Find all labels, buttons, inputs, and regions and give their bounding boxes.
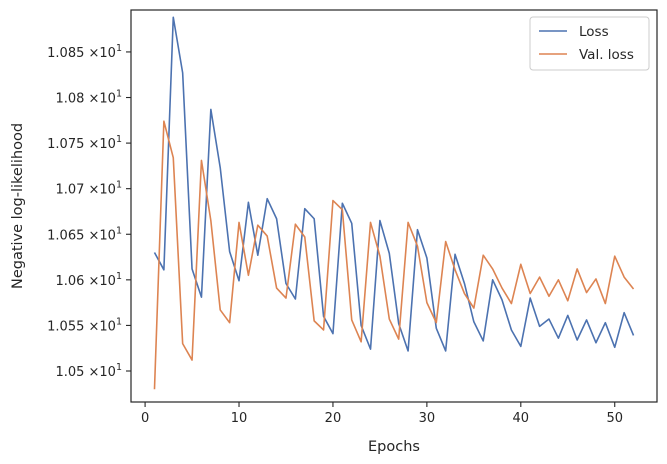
y-tick-label: 1.075 ×101 xyxy=(47,134,122,152)
y-tick-label: 1.065 ×101 xyxy=(47,225,122,243)
y-axis: 1.05 ×101 1.055 ×101 1.06 ×101 1.065 ×101 1.… xyxy=(47,43,131,380)
x-axis: 0 10 20 30 40 50 xyxy=(141,402,623,426)
plot-area-frame xyxy=(130,9,658,403)
legend-label-loss: Loss xyxy=(579,24,609,40)
x-tick-label: 30 xyxy=(419,411,436,426)
legend: Loss Val. loss xyxy=(529,16,650,71)
y-tick-label: 1.08 ×101 xyxy=(55,89,122,107)
y-tick-label: 1.05 ×101 xyxy=(55,362,122,380)
y-tick-label: 1.07 ×101 xyxy=(55,180,122,198)
x-tick-label: 50 xyxy=(606,411,623,426)
x-tick-label: 40 xyxy=(513,411,530,426)
y-tick-label: 1.055 ×101 xyxy=(47,316,122,334)
y-tick-label: 1.085 ×101 xyxy=(47,43,122,61)
legend-label-val-loss: Val. loss xyxy=(579,47,634,63)
y-tick-label: 1.06 ×101 xyxy=(55,271,122,289)
x-tick-label: 0 xyxy=(141,411,149,426)
series-layer xyxy=(153,16,635,390)
x-tick-label: 20 xyxy=(325,411,342,426)
series-line-val-loss xyxy=(153,120,635,390)
x-axis-label: Epochs xyxy=(368,439,420,455)
x-tick-label: 10 xyxy=(231,411,248,426)
y-axis-label: Negative log-likelihood xyxy=(10,123,26,289)
